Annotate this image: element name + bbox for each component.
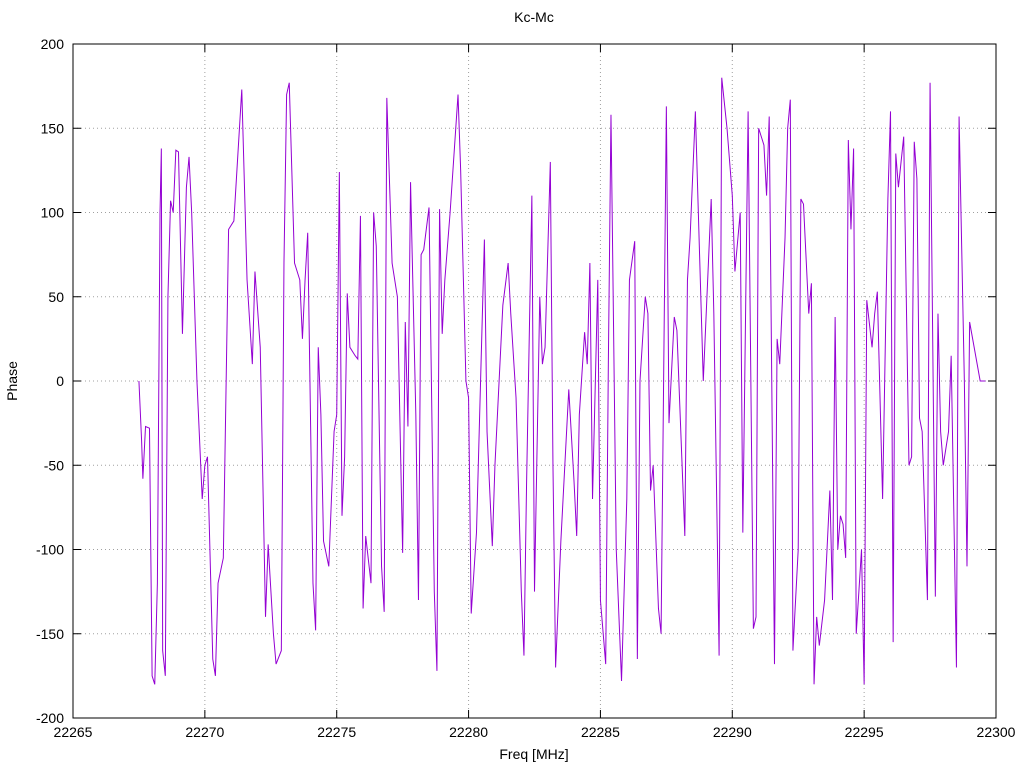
y-axis-label: Phase [4, 361, 20, 401]
x-tick-label: 22265 [54, 724, 93, 740]
x-tick-label: 22295 [845, 724, 884, 740]
x-tick-label: 22270 [185, 724, 224, 740]
x-tick-label: 22285 [581, 724, 620, 740]
y-tick-label: 0 [56, 373, 64, 389]
y-tick-label: 150 [41, 120, 65, 136]
y-tick-label: -50 [44, 457, 64, 473]
y-tick-label: 100 [41, 205, 65, 221]
x-tick-label: 22280 [449, 724, 488, 740]
chart-title: Kc-Mc [514, 9, 554, 25]
x-tick-label: 22275 [317, 724, 356, 740]
x-axis-label: Freq [MHz] [499, 746, 568, 762]
data-line [138, 77, 986, 685]
plot-frame [72, 43, 997, 719]
y-tick-label: 50 [48, 289, 64, 305]
y-tick-label: -150 [36, 626, 64, 642]
x-tick-label: 22290 [713, 724, 752, 740]
y-tick-label: -100 [36, 542, 64, 558]
x-tick-label: 22300 [977, 724, 1016, 740]
y-tick-label: 200 [41, 36, 65, 52]
y-tick-label: -200 [36, 710, 64, 726]
